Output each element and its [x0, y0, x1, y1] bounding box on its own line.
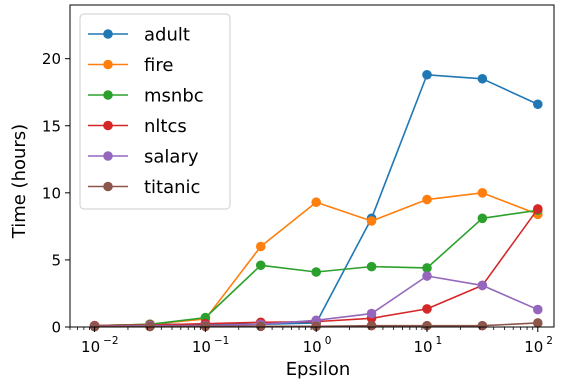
legend-item-msnbc: msnbc [88, 86, 204, 107]
legend-marker [103, 59, 113, 70]
data-point-msnbc [366, 261, 377, 272]
data-point-adult [422, 69, 432, 80]
x-tick-label: 10 [81, 338, 100, 356]
data-point-fire [422, 194, 432, 205]
data-point-adult [533, 99, 543, 110]
x-tick-label: 10 [303, 338, 322, 356]
y-tick-label: 0 [51, 319, 61, 337]
data-point-fire [311, 197, 322, 208]
plot-frame [69, 4, 555, 328]
data-point-msnbc [422, 263, 432, 273]
legend-item-salary: salary [88, 147, 199, 168]
y-tick-label: 20 [42, 50, 61, 68]
x-tick-label: 10 [192, 338, 211, 356]
data-point-titanic [255, 321, 266, 332]
data-point-titanic [366, 320, 377, 331]
data-point-titanic [477, 320, 488, 331]
legend-marker [103, 29, 113, 39]
data-point-nltcs [422, 304, 432, 314]
legend-item-fire: fire [88, 55, 173, 76]
data-point-msnbc [477, 213, 488, 224]
x-tick-label-exponent: −2 [103, 335, 118, 347]
legend-item-titanic: titanic [88, 177, 200, 198]
data-point-fire [366, 216, 377, 226]
legend-label: titanic [144, 177, 200, 198]
data-point-titanic [533, 318, 543, 328]
y-tick-label: 15 [42, 117, 61, 135]
legend-label: fire [144, 55, 173, 76]
chart-marks [89, 69, 543, 332]
data-point-salary [422, 271, 432, 281]
legend-label: nltcs [144, 116, 187, 137]
legend-item-nltcs: nltcs [88, 116, 187, 137]
legend-marker [103, 151, 113, 161]
data-point-salary [533, 304, 543, 315]
legend: adult fire msnbc nltcs salary titanic [79, 13, 231, 210]
legend-marker [103, 120, 113, 131]
y-tick-label: 10 [42, 184, 61, 202]
x-axis-label: Epsilon [286, 359, 351, 380]
legend-marker [103, 181, 113, 192]
x-tick-label: 10 [524, 338, 543, 356]
data-point-titanic [311, 321, 322, 332]
data-point-nltcs [533, 204, 543, 214]
x-tick-label: 10 [413, 338, 432, 356]
legend-marker [103, 90, 113, 100]
x-tick-label-exponent: 0 [325, 335, 332, 347]
data-point-fire [255, 241, 266, 252]
series-msnbc [89, 205, 543, 331]
x-tick-label-exponent: 1 [436, 335, 443, 347]
data-point-titanic [200, 321, 211, 332]
legend-box [79, 13, 231, 210]
legend-label: salary [144, 147, 199, 168]
data-point-adult [477, 73, 488, 84]
legend-item-adult: adult [88, 25, 190, 46]
data-point-msnbc [311, 267, 322, 277]
legend-label: adult [144, 25, 190, 46]
data-point-msnbc [255, 260, 266, 271]
x-tick-label-exponent: 2 [546, 335, 553, 347]
legend-label: msnbc [144, 86, 204, 107]
data-point-salary [366, 308, 377, 319]
y-tick-label: 5 [51, 251, 61, 269]
data-point-salary [477, 280, 488, 291]
x-tick-label-exponent: −1 [214, 335, 229, 347]
data-point-titanic [422, 320, 432, 331]
series-line-fire [94, 192, 539, 327]
data-point-fire [477, 188, 488, 198]
y-axis-label: Time (hours) [9, 124, 30, 239]
